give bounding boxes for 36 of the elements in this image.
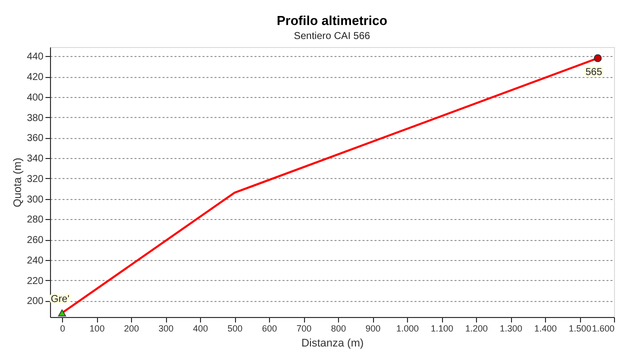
y-tick-label: 200	[26, 296, 44, 308]
x-tick-label: 600	[262, 324, 278, 334]
x-tick-label: 0	[60, 324, 66, 334]
y-tick-label: 220	[26, 276, 44, 287]
annotation: 565	[585, 67, 603, 78]
x-tick-label: 100	[90, 324, 105, 334]
y-tick-label: 440	[26, 52, 44, 63]
x-tick-label: 1.200	[465, 324, 488, 334]
x-tick-label: 200	[124, 324, 140, 334]
x-tick-label: 800	[331, 324, 346, 334]
x-tick-label: 1.000	[396, 324, 419, 334]
x-tick-label: 400	[193, 324, 208, 334]
y-tick-label: 380	[26, 112, 44, 124]
y-tick-label: 420	[26, 72, 44, 84]
chart-title: Profilo altimetrico	[276, 13, 388, 28]
y-tick-label: 260	[26, 235, 44, 246]
x-tick-label: 1.600	[592, 324, 614, 334]
y-tick-label: 280	[26, 214, 44, 226]
chart-subtitle: Sentiero CAI 566	[294, 31, 371, 42]
y-tick-label: 300	[26, 194, 44, 206]
x-tick-label: 900	[366, 324, 381, 334]
x-tick-label: 700	[296, 324, 312, 334]
x-tick-label: 500	[228, 324, 243, 334]
x-tick-label: 1.100	[430, 324, 454, 334]
y-axis-title: Quota (m)	[12, 158, 24, 208]
x-tick-label: 1.400	[534, 324, 557, 334]
x-axis-title: Distanza (m)	[301, 338, 364, 350]
y-tick-label: 400	[26, 92, 44, 104]
y-tick-label: 240	[26, 255, 44, 266]
y-tick-label: 320	[26, 174, 44, 185]
x-tick-label: 1.300	[500, 324, 522, 334]
x-tick-label: 1.500	[568, 324, 592, 334]
x-tick-label: 300	[158, 324, 174, 334]
annotation: Gre'	[50, 294, 70, 305]
y-tick-label: 340	[26, 154, 44, 165]
y-tick-label: 360	[26, 133, 44, 144]
